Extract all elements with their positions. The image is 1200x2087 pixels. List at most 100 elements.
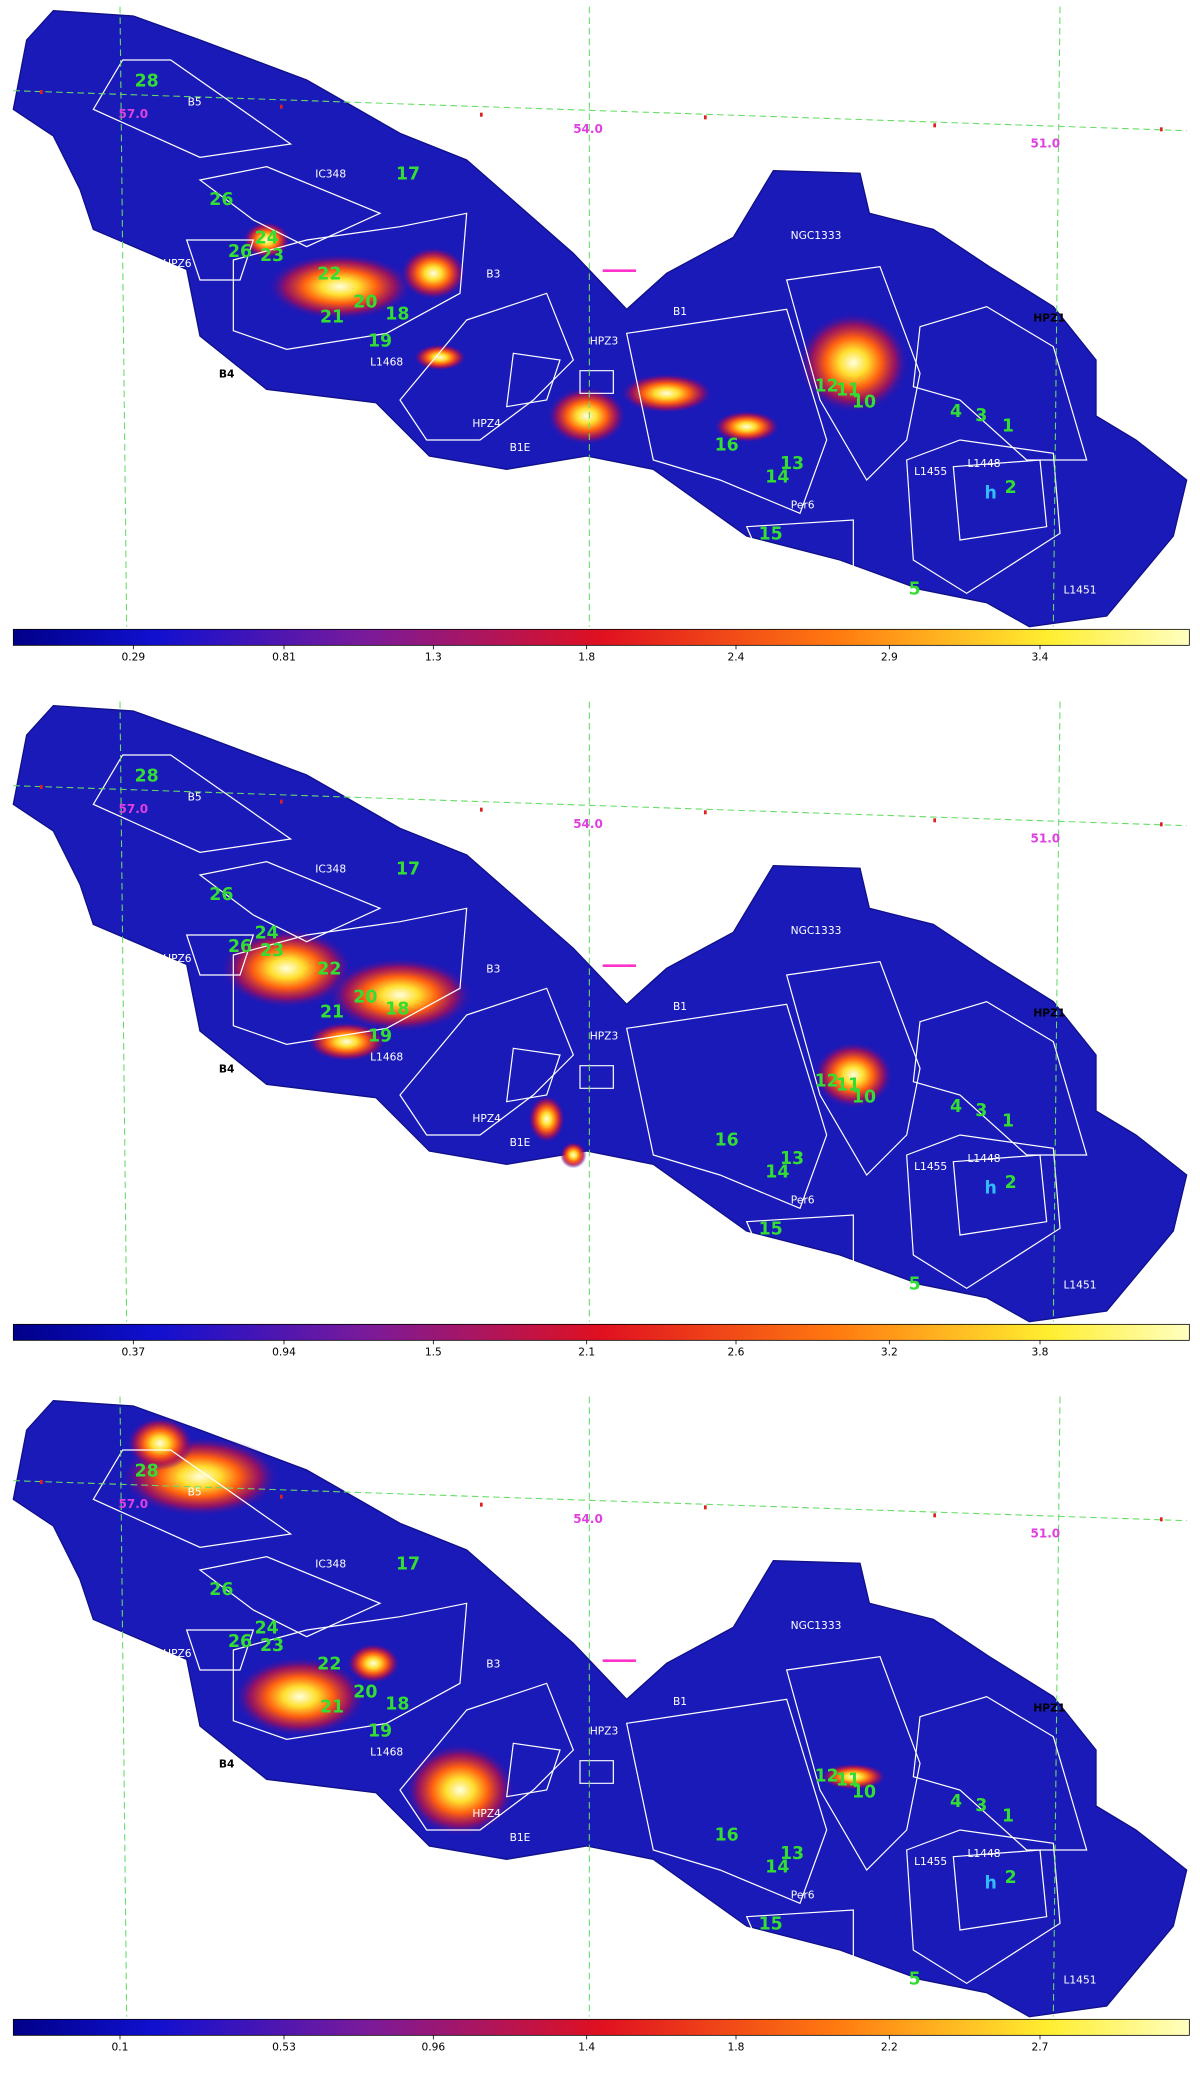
emission	[220, 928, 354, 1009]
source-label: 1	[1002, 417, 1014, 437]
coordinate-label: 54.0	[573, 817, 603, 831]
source-label: 20	[353, 1683, 377, 1703]
source-label: 23	[260, 941, 284, 961]
region-label: L1448	[967, 1847, 1000, 1860]
source-label: 26	[228, 937, 252, 957]
region-label: HPZ3	[590, 1724, 619, 1737]
source-label: 3	[975, 406, 987, 426]
panel: B5 IC348 HPZ6 B3 B4 L1468 HPZ4 B1E HPZ3 B1 NGC1333…	[12, 6, 1190, 663]
source-label: 26	[228, 1632, 252, 1652]
source-label: 20	[353, 293, 377, 313]
colorbar-tick-label: 1.8	[728, 2040, 745, 2053]
region-label: L1468	[370, 1746, 403, 1759]
region-outline	[906, 1829, 1061, 1985]
region-outline	[745, 519, 854, 601]
emission	[126, 1416, 194, 1470]
emission	[528, 1095, 566, 1143]
coordinate-label: 51.0	[1031, 137, 1061, 151]
source-label: 23	[260, 246, 284, 266]
region-label: B4	[219, 1063, 235, 1076]
source-label: 20	[353, 988, 377, 1008]
source-label: 1	[1002, 1807, 1014, 1827]
axis-tick	[704, 115, 707, 120]
colorbar-tick-label: 2.2	[881, 2040, 898, 2053]
axis-tick	[704, 1505, 707, 1510]
region-label: HPZ4	[472, 1112, 501, 1125]
source-label: 2	[1005, 1173, 1017, 1193]
colorbar	[12, 2018, 1190, 2036]
source-label: 15	[759, 1915, 783, 1935]
axis-tick	[280, 799, 283, 804]
coordinate-label: 57.0	[119, 107, 149, 121]
panel: B5 IC348 HPZ6 B3 B4 L1468 HPZ4 B1E HPZ3 B1 NGC1333…	[12, 701, 1190, 1358]
region-outline	[745, 1909, 854, 1991]
source-label: 28	[135, 71, 159, 91]
colorbar-tick-label: 1.4	[578, 2040, 595, 2053]
source-label: 16	[715, 1825, 739, 1845]
region-outline	[399, 292, 575, 441]
source-label: 4	[950, 402, 962, 422]
region-outline	[232, 907, 468, 1045]
emission	[400, 246, 467, 300]
region-outline	[505, 352, 561, 408]
colorbar-tick-label: 1.5	[425, 1345, 442, 1358]
source-label: 11	[836, 1076, 860, 1096]
region-label: L1448	[967, 457, 1000, 470]
region-label: HPZ1	[1033, 312, 1065, 325]
source-label: 26	[209, 190, 233, 210]
region-outline	[92, 754, 293, 853]
coordinate-grid	[13, 90, 1187, 132]
source-label: 22	[317, 960, 341, 980]
source-label: 18	[385, 1695, 409, 1715]
coordinate-grid	[1052, 701, 1061, 1322]
region-label: B1E	[510, 441, 531, 454]
colorbar	[12, 628, 1190, 646]
region-label: B3	[486, 1658, 500, 1671]
emission	[797, 312, 910, 414]
region-outline	[505, 1047, 561, 1103]
region-label: B5	[188, 96, 202, 109]
region-label: Per6	[791, 1888, 815, 1901]
marker-label: h	[984, 1873, 996, 1893]
region-outline	[579, 1065, 614, 1089]
coordinate-label: 57.0	[119, 802, 149, 816]
region-outline	[185, 934, 255, 976]
region-label: NGC1333	[791, 1619, 842, 1632]
colorbar-tick-label: 0.1	[112, 2040, 129, 2053]
colorbar-tick-label: 0.96	[421, 2040, 445, 2053]
source-label: 26	[228, 242, 252, 262]
source-label: 10	[852, 1783, 876, 1803]
region-outline	[952, 459, 1048, 541]
source-label: 17	[396, 1555, 420, 1575]
emission	[413, 344, 467, 371]
region-outline	[579, 1760, 614, 1784]
source-label: 15	[759, 525, 783, 545]
emission	[820, 1763, 887, 1790]
region-label: B1E	[510, 1831, 531, 1844]
region-label: HPZ1	[1033, 1702, 1065, 1715]
axis-tick	[480, 112, 483, 117]
source-label: 19	[368, 331, 392, 351]
region-outline	[185, 1629, 255, 1671]
region-label: IC348	[315, 168, 346, 181]
axis-tick	[40, 1480, 43, 1484]
region-outline	[625, 308, 828, 515]
coordinate-grid	[119, 1396, 128, 2017]
coordinate-grid	[13, 785, 1187, 827]
region-outline	[906, 439, 1061, 595]
region-label: B1	[673, 1695, 687, 1708]
colorbar-tick-label: 2.7	[1032, 2040, 1049, 2053]
axis-tick	[1160, 822, 1163, 827]
region-outline	[912, 1001, 1088, 1156]
axis-tick	[480, 807, 483, 812]
axis-tick	[480, 1502, 483, 1507]
region-label: NGC1333	[791, 924, 842, 937]
region-label: L1455	[914, 1160, 947, 1173]
region-outline	[232, 212, 468, 350]
source-label: 5	[909, 1969, 921, 1989]
colorbar-tick-label: 2.6	[728, 1345, 745, 1358]
region-label: IC348	[315, 1558, 346, 1571]
colorbar-tick-label: 2.1	[578, 1345, 595, 1358]
source-label: 4	[950, 1792, 962, 1812]
axis-tick	[933, 123, 936, 128]
